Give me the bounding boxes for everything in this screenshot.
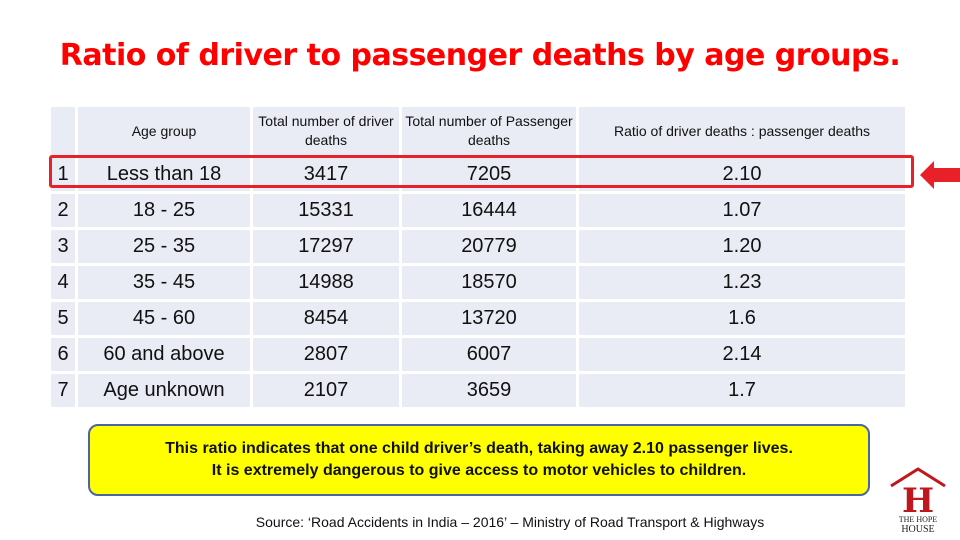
driver-deaths-cell: 15331 [253, 194, 399, 227]
header-age-group: Age group [78, 107, 250, 155]
source-citation: Source: ‘Road Accidents in India – 2016’… [255, 514, 765, 530]
table-row: 7 Age unknown 2107 3659 1.7 [51, 374, 905, 407]
house-h-logo-icon: H THE HOPE HOUSE [890, 467, 946, 534]
data-table: Age group Total number of driver deaths … [48, 104, 908, 410]
row-index: 7 [51, 374, 75, 407]
table-row: 6 60 and above 2807 6007 2.14 [51, 338, 905, 371]
ratio-cell: 1.07 [579, 194, 905, 227]
age-group-cell: 45 - 60 [78, 302, 250, 335]
table-row: 5 45 - 60 8454 13720 1.6 [51, 302, 905, 335]
passenger-deaths-cell: 20779 [402, 230, 576, 263]
ratio-cell: 1.6 [579, 302, 905, 335]
table-header-row: Age group Total number of driver deaths … [51, 107, 905, 155]
passenger-deaths-cell: 6007 [402, 338, 576, 371]
callout-line-2: It is extremely dangerous to give access… [211, 462, 747, 479]
table-row: 2 18 - 25 15331 16444 1.07 [51, 194, 905, 227]
row-index: 5 [51, 302, 75, 335]
logo-text-house: HOUSE [901, 524, 934, 534]
age-group-cell: Age unknown [78, 374, 250, 407]
table-row: 4 35 - 45 14988 18570 1.23 [51, 266, 905, 299]
row-index: 3 [51, 230, 75, 263]
logo-text-the-hope: THE HOPE [899, 515, 938, 524]
callout-box: This ratio indicates that one child driv… [88, 424, 870, 496]
ratio-cell: 2.14 [579, 338, 905, 371]
header-driver-deaths: Total number of driver deaths [253, 107, 399, 155]
passenger-deaths-cell: 3659 [402, 374, 576, 407]
header-ratio: Ratio of driver deaths : passenger death… [579, 107, 905, 155]
driver-deaths-cell: 2107 [253, 374, 399, 407]
header-index [51, 107, 75, 155]
passenger-deaths-cell: 16444 [402, 194, 576, 227]
svg-text:H: H [902, 481, 934, 521]
passenger-deaths-cell: 13720 [402, 302, 576, 335]
age-group-cell: 18 - 25 [78, 194, 250, 227]
table-row: 3 25 - 35 17297 20779 1.20 [51, 230, 905, 263]
ratio-cell: 1.20 [579, 230, 905, 263]
ratio-cell: 1.23 [579, 266, 905, 299]
header-passenger-deaths: Total number of Passenger deaths [402, 107, 576, 155]
driver-deaths-cell: 8454 [253, 302, 399, 335]
age-group-cell: 25 - 35 [78, 230, 250, 263]
driver-deaths-cell: 17297 [253, 230, 399, 263]
page-title: Ratio of driver to passenger deaths by a… [59, 38, 901, 73]
passenger-deaths-cell: 18570 [402, 266, 576, 299]
row-index: 2 [51, 194, 75, 227]
row-index: 6 [51, 338, 75, 371]
highlight-row-outline [49, 155, 914, 188]
row-index: 4 [51, 266, 75, 299]
callout-line-1: This ratio indicates that one child driv… [165, 440, 793, 457]
age-group-cell: 60 and above [78, 338, 250, 371]
driver-deaths-cell: 14988 [253, 266, 399, 299]
ratio-cell: 1.7 [579, 374, 905, 407]
left-arrow-icon [920, 161, 960, 189]
age-group-cell: 35 - 45 [78, 266, 250, 299]
driver-deaths-cell: 2807 [253, 338, 399, 371]
